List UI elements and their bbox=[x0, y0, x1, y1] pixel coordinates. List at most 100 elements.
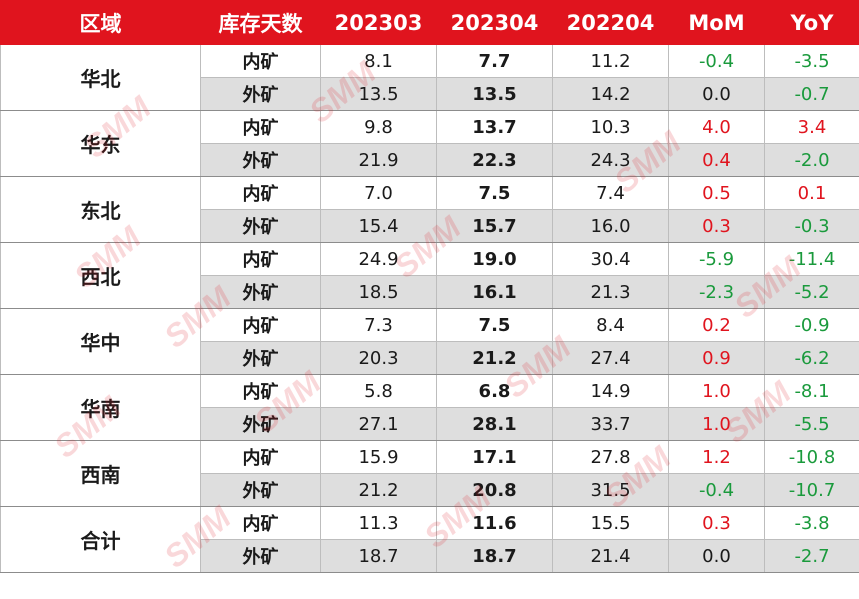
value-202304-cell: 7.5 bbox=[437, 309, 553, 342]
value-202304-cell: 19.0 bbox=[437, 243, 553, 276]
value-202303-cell: 7.3 bbox=[321, 309, 437, 342]
ore-type-cell: 外矿 bbox=[201, 276, 321, 309]
header-col3: 202204 bbox=[553, 1, 669, 45]
region-cell: 西南 bbox=[1, 441, 201, 507]
value-202303-cell: 18.5 bbox=[321, 276, 437, 309]
value-202204-cell: 30.4 bbox=[553, 243, 669, 276]
value-202303-cell: 9.8 bbox=[321, 111, 437, 144]
value-202303-cell: 15.9 bbox=[321, 441, 437, 474]
mom-cell: 0.2 bbox=[669, 309, 765, 342]
yoy-cell: -3.5 bbox=[765, 45, 859, 78]
mom-cell: -2.3 bbox=[669, 276, 765, 309]
value-202304-cell: 20.8 bbox=[437, 474, 553, 507]
ore-type-cell: 内矿 bbox=[201, 441, 321, 474]
yoy-cell: -2.0 bbox=[765, 144, 859, 177]
value-202304-cell: 22.3 bbox=[437, 144, 553, 177]
ore-type-cell: 外矿 bbox=[201, 540, 321, 573]
yoy-cell: 3.4 bbox=[765, 111, 859, 144]
mom-cell: 0.3 bbox=[669, 210, 765, 243]
value-202304-cell: 15.7 bbox=[437, 210, 553, 243]
region-cell: 华南 bbox=[1, 375, 201, 441]
value-202204-cell: 8.4 bbox=[553, 309, 669, 342]
header-mom: MoM bbox=[669, 1, 765, 45]
ore-type-cell: 外矿 bbox=[201, 408, 321, 441]
value-202303-cell: 15.4 bbox=[321, 210, 437, 243]
mom-cell: 0.4 bbox=[669, 144, 765, 177]
value-202204-cell: 14.9 bbox=[553, 375, 669, 408]
value-202204-cell: 27.4 bbox=[553, 342, 669, 375]
yoy-cell: -5.5 bbox=[765, 408, 859, 441]
value-202303-cell: 20.3 bbox=[321, 342, 437, 375]
ore-type-cell: 外矿 bbox=[201, 144, 321, 177]
region-cell: 西北 bbox=[1, 243, 201, 309]
mom-cell: 1.0 bbox=[669, 408, 765, 441]
value-202204-cell: 27.8 bbox=[553, 441, 669, 474]
mom-cell: 0.0 bbox=[669, 540, 765, 573]
yoy-cell: -0.3 bbox=[765, 210, 859, 243]
value-202304-cell: 13.7 bbox=[437, 111, 553, 144]
mom-cell: -5.9 bbox=[669, 243, 765, 276]
value-202204-cell: 7.4 bbox=[553, 177, 669, 210]
value-202304-cell: 16.1 bbox=[437, 276, 553, 309]
region-cell: 合计 bbox=[1, 507, 201, 573]
mom-cell: 0.0 bbox=[669, 78, 765, 111]
mom-cell: 0.3 bbox=[669, 507, 765, 540]
ore-type-cell: 外矿 bbox=[201, 474, 321, 507]
inventory-days-table: 区域 库存天数 202303 202304 202204 MoM YoY 华北内… bbox=[0, 0, 859, 573]
mom-cell: 0.9 bbox=[669, 342, 765, 375]
value-202303-cell: 8.1 bbox=[321, 45, 437, 78]
value-202304-cell: 13.5 bbox=[437, 78, 553, 111]
yoy-cell: -6.2 bbox=[765, 342, 859, 375]
yoy-cell: -0.7 bbox=[765, 78, 859, 111]
ore-type-cell: 外矿 bbox=[201, 78, 321, 111]
yoy-cell: -0.9 bbox=[765, 309, 859, 342]
value-202303-cell: 24.9 bbox=[321, 243, 437, 276]
region-cell: 华东 bbox=[1, 111, 201, 177]
ore-type-cell: 内矿 bbox=[201, 111, 321, 144]
value-202304-cell: 7.7 bbox=[437, 45, 553, 78]
yoy-cell: -10.7 bbox=[765, 474, 859, 507]
ore-type-cell: 内矿 bbox=[201, 507, 321, 540]
value-202204-cell: 24.3 bbox=[553, 144, 669, 177]
region-cell: 华北 bbox=[1, 45, 201, 111]
yoy-cell: 0.1 bbox=[765, 177, 859, 210]
header-col1: 202303 bbox=[321, 1, 437, 45]
value-202204-cell: 21.3 bbox=[553, 276, 669, 309]
value-202204-cell: 21.4 bbox=[553, 540, 669, 573]
mom-cell: 1.2 bbox=[669, 441, 765, 474]
ore-type-cell: 外矿 bbox=[201, 342, 321, 375]
ore-type-cell: 内矿 bbox=[201, 243, 321, 276]
header-yoy: YoY bbox=[765, 1, 859, 45]
mom-cell: -0.4 bbox=[669, 474, 765, 507]
value-202304-cell: 28.1 bbox=[437, 408, 553, 441]
yoy-cell: -2.7 bbox=[765, 540, 859, 573]
ore-type-cell: 内矿 bbox=[201, 45, 321, 78]
value-202303-cell: 18.7 bbox=[321, 540, 437, 573]
value-202204-cell: 11.2 bbox=[553, 45, 669, 78]
ore-type-cell: 内矿 bbox=[201, 309, 321, 342]
yoy-cell: -11.4 bbox=[765, 243, 859, 276]
ore-type-cell: 外矿 bbox=[201, 210, 321, 243]
value-202204-cell: 15.5 bbox=[553, 507, 669, 540]
yoy-cell: -5.2 bbox=[765, 276, 859, 309]
table-header-row: 区域 库存天数 202303 202304 202204 MoM YoY bbox=[1, 1, 859, 45]
value-202303-cell: 13.5 bbox=[321, 78, 437, 111]
yoy-cell: -10.8 bbox=[765, 441, 859, 474]
mom-cell: 1.0 bbox=[669, 375, 765, 408]
header-type: 库存天数 bbox=[201, 1, 321, 45]
value-202303-cell: 5.8 bbox=[321, 375, 437, 408]
value-202204-cell: 31.5 bbox=[553, 474, 669, 507]
value-202304-cell: 17.1 bbox=[437, 441, 553, 474]
value-202303-cell: 21.2 bbox=[321, 474, 437, 507]
value-202304-cell: 6.8 bbox=[437, 375, 553, 408]
value-202204-cell: 16.0 bbox=[553, 210, 669, 243]
mom-cell: 4.0 bbox=[669, 111, 765, 144]
